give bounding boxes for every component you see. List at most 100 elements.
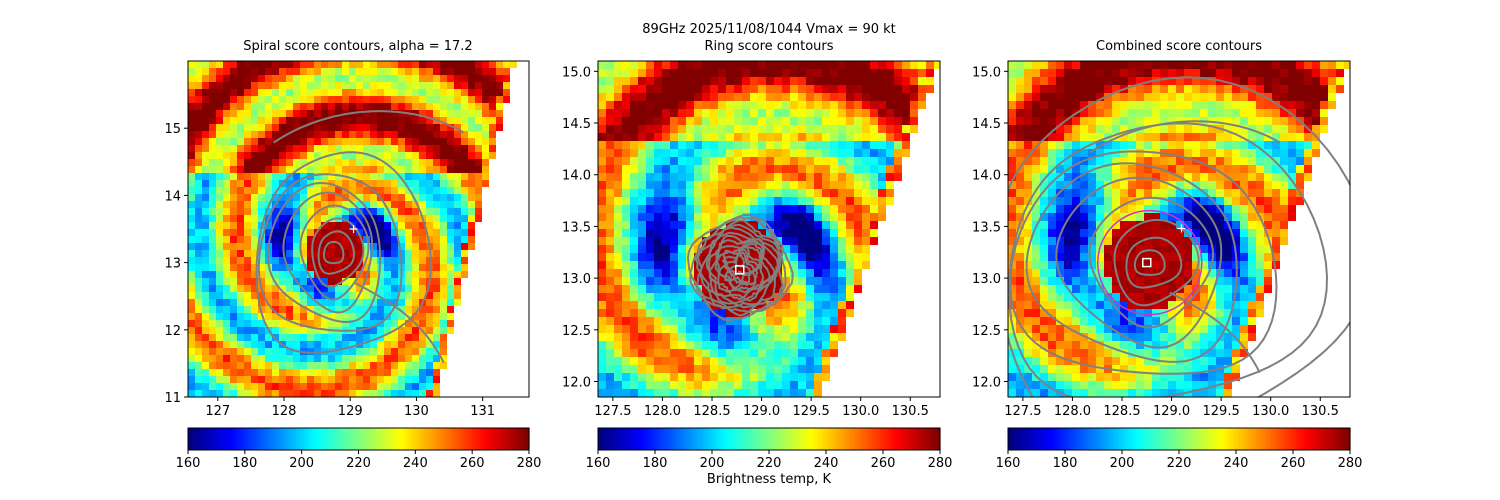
colorbar-tick-label: 200 <box>700 456 725 471</box>
ring-contour <box>708 239 771 301</box>
score-contours <box>255 110 465 363</box>
score-contour <box>267 181 382 323</box>
score-contour <box>299 204 370 301</box>
colorbar-tick-label: 180 <box>1053 456 1078 471</box>
y-tick-label: 11 <box>164 391 181 406</box>
score-contour <box>1113 218 1200 307</box>
axes-frame <box>187 60 530 398</box>
x-tick-label: 129.0 <box>1153 404 1190 419</box>
colorbar-tick-label: 220 <box>1167 456 1192 471</box>
colorbar-tick-label: 200 <box>289 456 314 471</box>
brightness-field <box>188 61 517 397</box>
x-tick-label: 128 <box>272 404 297 419</box>
figure-suptitle: 89GHz 2025/11/08/1044 Vmax = 90 kt <box>642 22 896 37</box>
ring-contour <box>689 216 787 314</box>
score-contour-arm <box>353 281 445 363</box>
score-contour-arm <box>1169 291 1261 374</box>
x-tick-label: 130 <box>404 404 429 419</box>
colorbar-tick-label: 220 <box>346 456 371 471</box>
x-tick-label: 129.0 <box>743 404 780 419</box>
score-contour-arm <box>273 110 465 144</box>
y-tick-label: 15 <box>164 122 181 137</box>
colorbar-tick-label: 160 <box>996 456 1021 471</box>
center-square-marker <box>735 265 745 275</box>
x-tick-label: 128.5 <box>693 404 730 419</box>
y-tick-label: 14.0 <box>972 169 1001 184</box>
x-tick-label: 129.5 <box>1203 404 1240 419</box>
score-contour <box>1008 76 1350 397</box>
brightness-field <box>598 61 940 397</box>
y-tick-label: 13.5 <box>562 220 591 235</box>
y-tick-label: 13.0 <box>972 272 1001 287</box>
y-tick-label: 12.5 <box>972 324 1001 339</box>
colorbar-2: 160 180 200 220 240 260 280 <box>586 427 953 471</box>
score-contours <box>1008 76 1350 397</box>
x-tick-label: 130.5 <box>1302 404 1339 419</box>
x-tick-label: 129.5 <box>793 404 830 419</box>
y-tick-label: 12.5 <box>562 324 591 339</box>
x-tick-label: 128.0 <box>644 404 681 419</box>
colorbar-tick-label: 200 <box>1110 456 1135 471</box>
score-contour <box>1055 176 1223 349</box>
score-contour <box>1008 122 1329 397</box>
plot-area-3 <box>1008 61 1350 397</box>
x-tick-label: 130.0 <box>1252 404 1289 419</box>
panel-3-title: Combined score contours <box>1096 39 1262 54</box>
y-tick-label: 15.0 <box>562 65 591 80</box>
colorbar-tick-label: 160 <box>176 456 201 471</box>
score-contour <box>1088 196 1215 329</box>
y-tick-label: 13.5 <box>972 220 1001 235</box>
colorbar-tick-label: 280 <box>517 456 542 471</box>
colorbar-tick-label: 260 <box>871 456 896 471</box>
colorbar-tick-label: 160 <box>586 456 611 471</box>
panel-3: 127.5 128.0 128.5 129.0 129.5 130.0 130.5 12.0 1… <box>972 60 1362 471</box>
plus-marker <box>349 225 358 233</box>
y-tick-label: 14 <box>164 189 181 204</box>
colorbar-tick-label: 240 <box>814 456 839 471</box>
colorbar-tick-label: 280 <box>928 456 953 471</box>
y-tick-label: 12.0 <box>972 375 1001 390</box>
panel-1-title: Spiral score contours, alpha = 17.2 <box>243 39 473 54</box>
colorbar-tick-label: 260 <box>460 456 485 471</box>
x-tick-label: 130.0 <box>842 404 879 419</box>
colorbar-tick-label: 240 <box>1224 456 1249 471</box>
plot-area-1 <box>188 61 517 397</box>
plus-marker <box>1177 224 1186 233</box>
score-contour <box>1133 249 1166 276</box>
score-contour <box>282 191 374 314</box>
y-tick-label: 13.0 <box>562 272 591 287</box>
score-contour <box>255 151 432 354</box>
x-tick-label: 128.5 <box>1103 404 1140 419</box>
colorbar-tick-label: 220 <box>757 456 782 471</box>
y-tick-label: 14.5 <box>972 117 1001 132</box>
ring-contour <box>708 231 779 305</box>
colorbar-tick-label: 260 <box>1281 456 1306 471</box>
x-tick-label: 129 <box>338 404 363 419</box>
x-tick-label: 127.5 <box>1004 404 1041 419</box>
score-contours <box>686 213 794 322</box>
colorbar-3: 160 180 200 220 240 260 280 <box>996 427 1362 471</box>
panel-2: 127.5 128.0 128.5 129.0 129.5 130.0 130.5 12.0 1… <box>562 60 953 471</box>
y-tick-label: 12.0 <box>562 375 591 390</box>
colorbar-1: 160 180 200 220 240 260 280 <box>176 427 542 471</box>
axes-frame <box>1007 60 1351 398</box>
x-tick-label: 130.5 <box>892 404 929 419</box>
x-tick-label: 127.5 <box>594 404 631 419</box>
score-contour <box>311 217 365 288</box>
colorbar-tick-label: 180 <box>643 456 668 471</box>
x-tick-label: 128.0 <box>1054 404 1091 419</box>
colorbar-tick-label: 180 <box>232 456 257 471</box>
score-contour-arm <box>1089 120 1281 154</box>
ring-contour <box>723 250 756 284</box>
y-tick-label: 13 <box>164 257 181 272</box>
score-contour <box>257 173 403 332</box>
axes-frame <box>597 60 941 398</box>
colorbar-tick-label: 240 <box>403 456 428 471</box>
panel-1: 127 128 129 130 131 11 12 13 14 15 160 180 200 220 240… <box>164 60 542 471</box>
y-tick-label: 14.5 <box>562 117 591 132</box>
x-tick-label: 127 <box>205 404 230 419</box>
score-contour <box>1125 236 1183 289</box>
ring-contour <box>696 219 784 317</box>
y-tick-label: 15.0 <box>972 65 1001 80</box>
